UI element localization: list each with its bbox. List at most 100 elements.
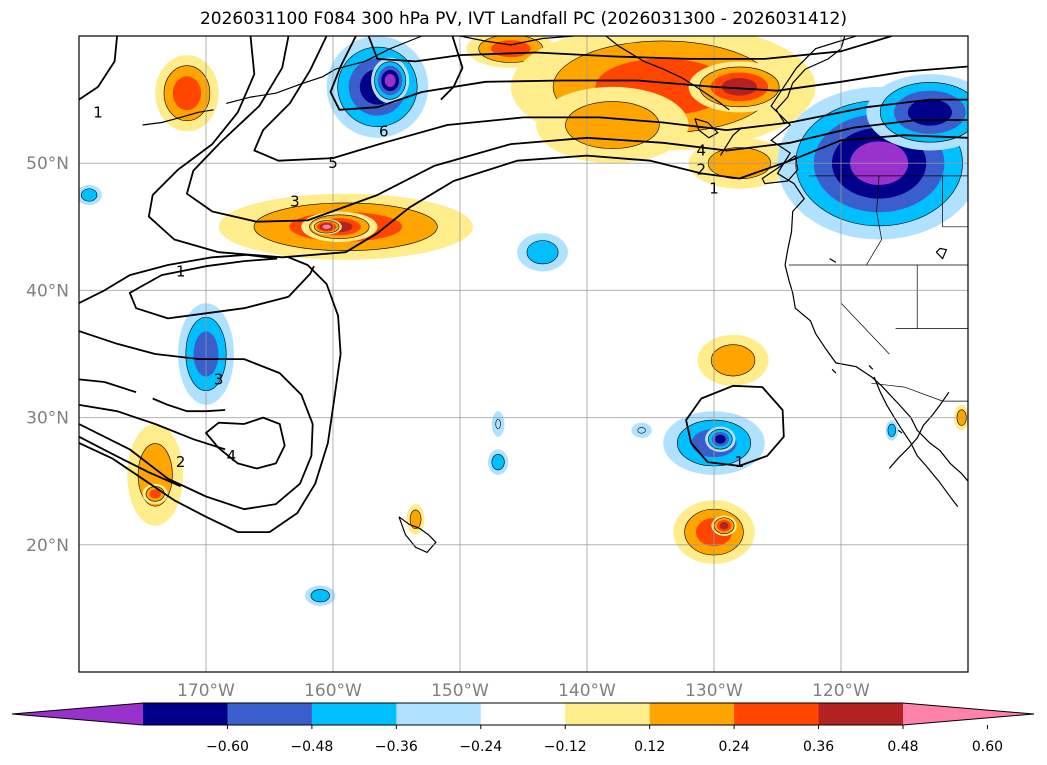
colorbar-tick-label: −0.12 <box>544 739 587 755</box>
state-border <box>866 175 882 266</box>
coastline <box>459 36 575 46</box>
ivt-shade-blob <box>887 424 896 437</box>
coastline <box>761 155 799 185</box>
pv-contour-label: 3 <box>290 192 300 210</box>
coastlines <box>142 36 968 554</box>
pv-contour-line <box>79 253 278 304</box>
colorbar-tick-label: 0.48 <box>887 739 918 755</box>
pv-contour-line <box>79 404 226 451</box>
colorbar-segment <box>311 703 397 725</box>
coastline <box>770 36 968 482</box>
ivt-shade-blob <box>631 422 652 438</box>
colorbar-segment <box>565 703 651 725</box>
longitude-tick-label: 170°W <box>177 681 235 701</box>
ivt-shade-blob <box>310 589 330 602</box>
ivt-shade-blob <box>565 101 660 149</box>
ivt-shade-outline <box>253 202 438 251</box>
ivt-shade-blob <box>491 411 505 437</box>
latitude-tick-labels: 50°N 40°N 30°N 20°N <box>26 154 69 556</box>
longitude-tick-label: 140°W <box>558 681 616 701</box>
coastline <box>398 516 437 554</box>
ivt-shade-blob <box>491 454 505 470</box>
longitude-tick-label: 150°W <box>431 681 489 701</box>
ivt-shade-outline <box>637 427 646 434</box>
ivt-shade-outline <box>374 61 407 100</box>
colorbar-extend-high <box>903 703 1034 725</box>
colorbar-segment <box>143 703 228 725</box>
ivt-shade-blob <box>384 73 396 88</box>
pv-contour-line <box>79 435 181 488</box>
ivt-shade-outline <box>309 214 370 240</box>
ivt-shade-outline <box>491 453 505 471</box>
pv-contour-line <box>329 36 968 111</box>
pv-contour-line <box>205 416 286 470</box>
longitude-tick-labels: 170°W 160°W 150°W 140°W 130°W 120°W <box>177 681 870 701</box>
ivt-shade-outline <box>337 46 418 127</box>
latitude-tick-label: 30°N <box>26 409 69 429</box>
coastline <box>694 118 719 139</box>
colorbar-tick-label: 0.12 <box>634 739 665 755</box>
pv-contour-line <box>79 330 314 511</box>
pv-contour-label: 2 <box>697 161 707 179</box>
state-border <box>942 175 968 228</box>
colorbar-segment <box>818 703 904 725</box>
ivt-shade-blob <box>81 188 97 202</box>
pv-contours <box>79 36 968 533</box>
colorbar-tick-label: −0.24 <box>459 739 502 755</box>
coastline <box>226 68 336 104</box>
colorbar-extend-low <box>12 703 143 725</box>
longitude-tick-label: 160°W <box>304 681 362 701</box>
coastline <box>897 429 903 434</box>
ivt-shade-outline <box>526 240 559 265</box>
ivt-shade-outline <box>163 65 211 122</box>
pv-contour-label: 1 <box>735 453 745 471</box>
colorbar-outline <box>11 702 1035 726</box>
ivt-shade-outline <box>710 344 756 377</box>
coastline <box>605 36 730 111</box>
pv-contour-line <box>128 257 315 320</box>
ivt-shade-outline <box>565 101 660 149</box>
ivt-shade-outline <box>495 418 501 430</box>
ivt-shade-outline <box>887 423 897 437</box>
pv-contour-label: 6 <box>379 122 389 140</box>
ivt-shade-outline <box>409 509 422 530</box>
pv-contour-label: 4 <box>697 141 707 159</box>
pv-contour-line <box>367 36 893 63</box>
longitude-tick-label: 130°W <box>685 681 743 701</box>
pv-contour-line <box>152 397 226 413</box>
ivt-shade-outline <box>81 188 98 202</box>
colorbar-tick-label: 0.60 <box>972 739 1003 755</box>
ivt-shade-outline <box>313 220 340 234</box>
ivt-shade-blob <box>410 509 422 529</box>
ivt-shade-outline <box>699 66 780 108</box>
latitude-tick-label: 50°N <box>26 154 69 174</box>
ivt-shade-outline <box>708 428 733 450</box>
colorbar-tick-label: −0.36 <box>375 739 418 755</box>
ivt-shade-blob <box>172 76 202 111</box>
pv-contour-label: 1 <box>709 180 719 198</box>
colorbar-tick-label: 0.24 <box>719 739 750 755</box>
latitude-tick-label: 20°N <box>26 536 69 556</box>
coastline <box>873 376 959 507</box>
pv-contour-label: 3 <box>214 370 224 388</box>
coastline <box>775 36 846 125</box>
ivt-shade-blob <box>719 522 729 530</box>
colorbar-tick-label: −0.60 <box>206 739 249 755</box>
latitude-tick-label: 40°N <box>26 281 69 301</box>
colorbar-segment <box>734 703 820 725</box>
pv-contour-line <box>147 36 968 259</box>
pv-contour-line <box>79 256 342 533</box>
pv-contour-line <box>440 36 464 101</box>
pv-contour-line <box>79 36 118 101</box>
longitude-tick-label: 120°W <box>812 681 870 701</box>
state-border <box>871 382 968 402</box>
colorbar-segment <box>396 703 482 725</box>
pv-contour-line <box>685 384 785 467</box>
pv-contour-line <box>186 36 968 223</box>
colorbar-tick-label: 0.36 <box>803 739 834 755</box>
pv-contour-label: 4 <box>227 447 237 465</box>
colorbar: −0.60 −0.48 −0.36 −0.24 −0.12 0.12 0.24 0.36 0.4… <box>11 702 1035 755</box>
colorbar-segment <box>480 703 566 725</box>
pv-contour-label: 5 <box>328 154 338 172</box>
